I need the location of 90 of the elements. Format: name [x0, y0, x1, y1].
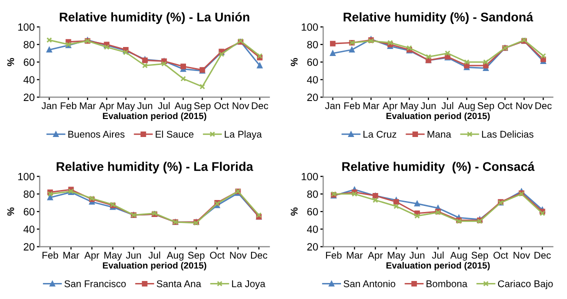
chart-title: Relative humidity (%) - La Unión — [60, 12, 250, 24]
x-tick-label: Apr — [99, 102, 114, 112]
x-tick-label: Jul — [148, 252, 160, 259]
legend-label: San Francisco — [64, 280, 126, 288]
x-tick-label: Sep — [478, 102, 494, 112]
y-axis-title: % — [290, 207, 298, 216]
x-tick-label: Aug — [458, 102, 475, 112]
x-tick-label: Feb — [60, 102, 76, 110]
legend-label: La Joya — [232, 280, 266, 290]
chart-title: Relative humidity (%) - Sandoná — [344, 12, 534, 24]
legend-label: Buenos Aires — [68, 130, 124, 138]
y-tick-label: 100 — [18, 172, 34, 180]
legend-label: Cariaco Bajo — [498, 280, 553, 290]
x-tick-label: Jun — [126, 252, 141, 259]
y-tick-label: 40 — [306, 76, 318, 84]
legend-label: La Playa — [224, 130, 262, 140]
y-tick-label: 80 — [24, 190, 34, 198]
x-tick-label: Jan — [325, 102, 340, 110]
x-tick-label: Apr — [382, 102, 398, 112]
legend-label: San Antonio — [344, 280, 396, 288]
y-tick-label: 100 — [302, 23, 318, 31]
x-tick-label: Apr — [368, 252, 383, 261]
x-tick-label: Nov — [516, 102, 533, 110]
x-tick-label: Nov — [230, 252, 247, 259]
x-axis-title: Evaluation period (2015) — [386, 262, 490, 270]
x-axis-title: Evaluation period (2015) — [386, 112, 490, 121]
x-tick-label: Dec — [251, 252, 268, 259]
x-tick-label: Nov — [514, 252, 530, 259]
x-tick-label: Aug — [450, 252, 467, 261]
x-tick-label: Mar — [363, 102, 380, 110]
x-tick-label: Jan — [42, 102, 56, 110]
x-tick-label: May — [400, 102, 418, 112]
x-tick-label: Jul — [158, 102, 170, 110]
y-tick-label: 20 — [24, 94, 34, 102]
y-axis-title: % — [290, 58, 298, 66]
x-tick-label: Jul — [432, 252, 444, 259]
y-tick-label: 80 — [24, 40, 34, 48]
x-tick-label: Feb — [42, 252, 58, 259]
x-tick-label: Dec — [534, 252, 551, 259]
y-axis-title: % — [7, 58, 14, 66]
y-tick-label: 20 — [307, 94, 318, 102]
y-tick-label: 100 — [302, 172, 318, 180]
y-tick-label: 80 — [307, 190, 318, 198]
legend-label: Las Delicias — [482, 130, 534, 138]
x-tick-label: Mar — [80, 102, 96, 110]
chart-title: Relative humidity (%) - La Florida — [56, 162, 254, 174]
x-tick-label: Jul — [442, 102, 454, 110]
chart-title: Relative humidity (%) - Consacá — [342, 162, 535, 174]
x-tick-label: Oct — [494, 252, 508, 259]
x-tick-label: Sep — [194, 102, 211, 112]
x-tick-label: Sep — [188, 252, 204, 261]
x-tick-label: Oct — [210, 252, 225, 259]
x-tick-label: Aug — [174, 102, 192, 112]
x-tick-label: Jun — [409, 252, 424, 259]
y-tick-label: 80 — [307, 40, 318, 48]
y-axis-title: % — [7, 207, 14, 216]
x-tick-label: Feb — [326, 252, 342, 259]
x-tick-label: May — [117, 102, 135, 112]
x-tick-label: Dec — [535, 102, 552, 110]
legend-label: Bombona — [426, 280, 468, 288]
x-axis-title: Evaluation period (2015) — [102, 262, 206, 270]
x-tick-label: Dec — [252, 102, 268, 110]
y-tick-label: 60 — [24, 58, 34, 66]
y-tick-label: 40 — [23, 226, 34, 233]
x-tick-label: May — [104, 252, 122, 261]
y-tick-label: 20 — [24, 243, 34, 251]
y-tick-label: 100 — [18, 23, 34, 31]
x-tick-label: Mar — [63, 252, 80, 259]
x-tick-label: Jun — [137, 102, 152, 110]
y-tick-label: 20 — [307, 243, 318, 251]
x-tick-label: Feb — [344, 102, 360, 110]
x-tick-label: Jun — [420, 102, 436, 110]
y-tick-label: 40 — [23, 76, 34, 84]
x-tick-label: Apr — [84, 252, 100, 261]
x-tick-label: Oct — [498, 102, 512, 110]
x-tick-label: Mar — [346, 252, 363, 259]
x-tick-label: Sep — [472, 252, 488, 261]
legend-label: El Sauce — [156, 130, 194, 138]
x-tick-label: Aug — [166, 252, 184, 261]
y-tick-label: 60 — [24, 208, 34, 216]
legend-label: Santa Ana — [156, 280, 202, 288]
y-tick-label: 40 — [306, 226, 318, 233]
x-tick-label: May — [388, 252, 406, 261]
legend-label: Mana — [428, 130, 452, 138]
legend-label: La Cruz — [363, 130, 396, 138]
y-tick-label: 60 — [307, 58, 318, 66]
x-tick-label: Nov — [232, 102, 250, 110]
y-tick-label: 60 — [307, 208, 318, 216]
x-tick-label: Oct — [214, 102, 229, 110]
x-axis-title: Evaluation period (2015) — [102, 112, 206, 121]
